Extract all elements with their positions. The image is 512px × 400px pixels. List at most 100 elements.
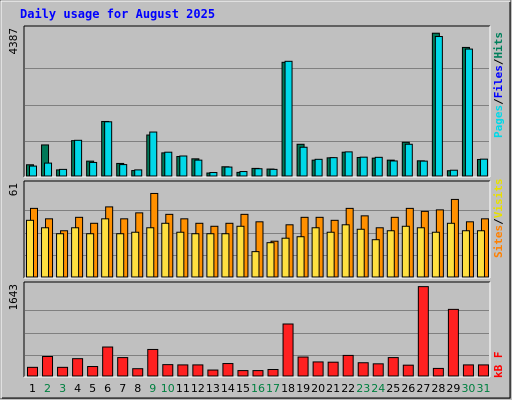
x-tick-day-20: 20 [311, 382, 325, 395]
bar-visits-visits-day-12 [191, 233, 200, 278]
x-tick-day-4: 4 [74, 382, 81, 395]
bar-kb-kb-f-day-27 [417, 286, 429, 377]
x-tick-day-14: 14 [221, 382, 235, 395]
bar-kb-kb-f-day-12 [192, 364, 204, 377]
bar-visits-visits-day-22 [341, 224, 350, 278]
x-tick-day-2: 2 [44, 382, 51, 395]
bar-hits-hits-day-25 [389, 160, 398, 177]
bar-kb-kb-f-day-30 [462, 364, 474, 377]
bar-visits-visits-day-10 [161, 222, 170, 278]
bar-hits-hits-day-14 [224, 166, 233, 177]
chart-panels: 4387Pages/Files/Hits61Sites/Visits1643kB… [7, 25, 505, 378]
bar-visits-visits-day-14 [221, 233, 230, 278]
x-tick-day-15: 15 [236, 382, 250, 395]
bar-kb-kb-f-day-8 [132, 368, 144, 377]
bar-kb-kb-f-day-16 [252, 370, 264, 377]
bar-visits-visits-day-5 [86, 233, 95, 278]
x-tick-day-25: 25 [386, 382, 400, 395]
bar-hits-hits-day-5 [89, 161, 98, 177]
bar-kb-kb-f-day-15 [237, 370, 249, 377]
bar-kb-kb-f-day-11 [177, 364, 189, 377]
legend-hits-part-0: Pages [492, 105, 505, 138]
bar-hits-hits-day-31 [479, 158, 488, 177]
bar-visits-visits-day-13 [206, 233, 215, 278]
bar-kb-kb-f-day-2 [42, 355, 54, 377]
bar-hits-hits-day-30 [464, 48, 473, 177]
bar-hits-hits-day-10 [164, 151, 173, 177]
bar-kb-kb-f-day-9 [147, 348, 159, 377]
bar-hits-hits-day-9 [149, 131, 158, 177]
bar-visits-visits-day-30 [461, 230, 470, 278]
bar-hits-hits-day-4 [74, 139, 83, 177]
bar-visits-visits-day-16 [251, 251, 260, 278]
legend-hits-part-3: / [492, 58, 505, 65]
bar-kb-kb-f-day-26 [402, 364, 414, 377]
x-tick-day-11: 11 [176, 382, 190, 395]
bar-kb-kb-f-day-10 [162, 364, 174, 377]
bar-hits-hits-day-22 [344, 151, 353, 177]
bar-visits-visits-day-18 [281, 237, 290, 278]
panel-hits-box [24, 26, 490, 177]
bar-kb-kb-f-day-21 [327, 361, 339, 377]
bar-visits-visits-day-19 [296, 236, 305, 278]
panel-hits-legend: Pages/Files/Hits [492, 32, 505, 138]
x-tick-day-28: 28 [431, 382, 445, 395]
bar-kb-kb-f-day-24 [372, 363, 384, 377]
chart-title: Daily usage for August 2025 [20, 7, 215, 21]
bar-hits-hits-day-20 [314, 158, 323, 177]
bar-visits-visits-day-24 [371, 239, 380, 278]
panel-visits-ymax-label: 61 [7, 183, 20, 196]
bar-visits-visits-day-2 [41, 227, 50, 278]
x-axis-ticks: 1 2 3 4 5 6 7 8 9 10 11 12 13 14 15 16 17 18 19 20 21 22 23 24 2… [29, 382, 490, 395]
bar-kb-kb-f-day-17 [267, 368, 279, 377]
bar-hits-hits-day-13 [209, 172, 218, 177]
x-tick-day-12: 12 [191, 382, 205, 395]
x-tick-day-16: 16 [251, 382, 265, 395]
bar-hits-hits-day-23 [359, 156, 368, 177]
bar-visits-visits-day-9 [146, 227, 155, 278]
legend-hits-part-1: / [492, 98, 505, 105]
legend-hits-part-2: Files [492, 65, 505, 98]
legend-visits-part-0: Sites [492, 225, 505, 258]
x-tick-day-26: 26 [401, 382, 415, 395]
panel-visits-legend: Sites/Visits [492, 179, 505, 259]
bar-visits-visits-day-28 [431, 231, 440, 278]
bar-visits-visits-day-20 [311, 227, 320, 278]
x-tick-day-31: 31 [476, 382, 490, 395]
x-tick-day-10: 10 [161, 382, 175, 395]
x-tick-day-9: 9 [149, 382, 156, 395]
bar-visits-visits-day-6 [101, 218, 110, 278]
legend-visits-part-1: / [492, 218, 505, 225]
bar-hits-hits-day-17 [269, 168, 278, 177]
x-tick-day-3: 3 [59, 382, 66, 395]
x-tick-day-17: 17 [266, 382, 280, 395]
bar-hits-hits-day-12 [194, 159, 203, 177]
bar-hits-hits-day-21 [329, 157, 338, 177]
bar-hits-hits-day-18 [284, 60, 293, 177]
bar-hits-hits-day-27 [419, 160, 428, 177]
x-tick-day-21: 21 [326, 382, 340, 395]
x-tick-day-27: 27 [416, 382, 430, 395]
x-tick-day-18: 18 [281, 382, 295, 395]
bar-hits-hits-day-24 [374, 156, 383, 177]
x-tick-day-13: 13 [206, 382, 220, 395]
bar-visits-visits-day-17 [266, 242, 275, 278]
x-tick-day-30: 30 [461, 382, 475, 395]
bar-visits-visits-day-15 [236, 225, 245, 278]
x-tick-day-22: 22 [341, 382, 355, 395]
x-tick-day-7: 7 [119, 382, 126, 395]
bar-kb-kb-f-day-1 [27, 366, 38, 377]
bar-visits-visits-day-8 [131, 231, 140, 278]
bar-visits-visits-day-27 [416, 227, 425, 278]
bar-hits-hits-day-11 [179, 155, 188, 177]
bar-hits-hits-day-7 [119, 164, 128, 177]
bar-hits-hits-day-26 [404, 143, 413, 177]
bar-kb-kb-f-day-25 [387, 357, 399, 377]
bar-visits-visits-day-29 [446, 222, 455, 278]
bar-kb-kb-f-day-6 [102, 346, 114, 377]
bar-kb-kb-f-day-29 [447, 308, 459, 377]
bar-visits-visits-day-26 [401, 225, 410, 278]
x-tick-day-8: 8 [134, 382, 141, 395]
